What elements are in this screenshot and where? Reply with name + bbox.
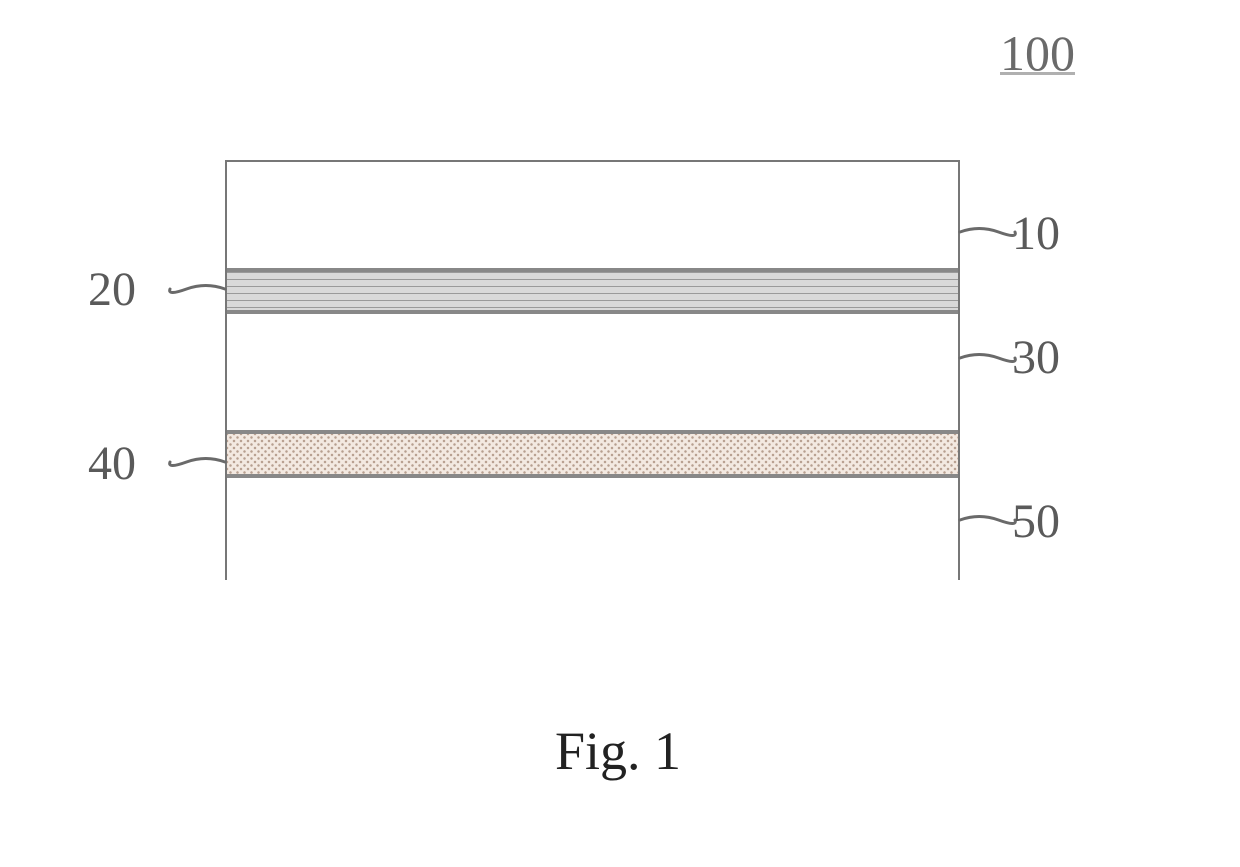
ref-label-20: 20 xyxy=(88,262,136,317)
lead-50 xyxy=(960,517,1015,524)
lead-40 xyxy=(170,459,225,466)
ref-label-10: 10 xyxy=(1012,206,1060,261)
figure-canvas: 100 Fig. 1 1020304050 xyxy=(0,0,1240,867)
ref-label-50: 50 xyxy=(1012,494,1060,549)
figure-caption: Fig. 1 xyxy=(555,720,681,782)
ref-label-30: 30 xyxy=(1012,330,1060,385)
lead-20 xyxy=(170,286,225,293)
lead-10 xyxy=(960,229,1015,236)
lead-30 xyxy=(960,355,1015,362)
ref-label-40: 40 xyxy=(88,436,136,491)
